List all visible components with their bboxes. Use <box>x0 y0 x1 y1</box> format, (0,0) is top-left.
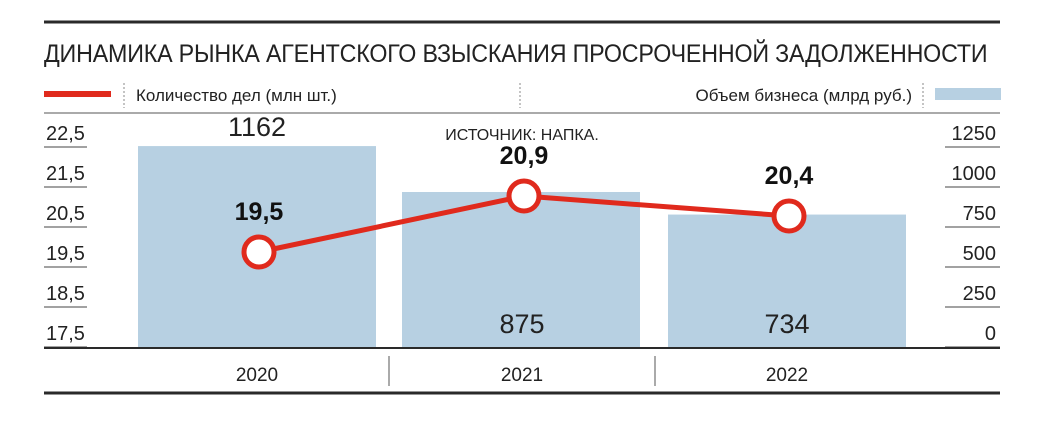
left-tick-label: 19,5 <box>46 243 85 265</box>
x-tick-label: 2022 <box>766 365 808 386</box>
right-tick-label: 500 <box>963 243 996 265</box>
left-tick-label: 21,5 <box>46 163 85 185</box>
legend-bar-label: Объем бизнеса (млрд руб.) <box>696 86 912 105</box>
x-tick-label: 2021 <box>501 365 543 386</box>
bar-value-label: 875 <box>499 309 544 339</box>
left-tick-label: 22,5 <box>46 123 85 145</box>
right-tick-label: 1250 <box>952 123 997 145</box>
right-tick-label: 1000 <box>952 163 997 185</box>
line-point-2022 <box>771 198 807 234</box>
chart-title: ДИНАМИКА РЫНКА АГЕНТСКОГО ВЗЫСКАНИЯ ПРОС… <box>44 40 988 68</box>
x-tick-label: 2020 <box>236 365 278 386</box>
line-point-2020 <box>241 234 277 270</box>
line-point-2021 <box>506 178 542 214</box>
line-value-label: 19,5 <box>235 198 284 226</box>
right-tick-label: 0 <box>985 323 996 345</box>
left-tick-label: 20,5 <box>46 203 85 225</box>
source-note: ИСТОЧНИК: НАПКА. <box>445 127 599 144</box>
line-value-label: 20,4 <box>765 162 814 190</box>
bar-value-label: 1162 <box>228 112 286 142</box>
line-value-label: 20,9 <box>500 142 549 170</box>
legend-line-label: Количество дел (млн шт.) <box>136 86 337 105</box>
legend-bar-swatch <box>935 88 1001 100</box>
bar-value-label: 734 <box>764 309 809 339</box>
left-tick-label: 17,5 <box>46 323 85 345</box>
bar-2021 <box>402 192 640 348</box>
right-tick-label: 750 <box>963 203 996 225</box>
left-tick-label: 18,5 <box>46 283 85 305</box>
bar-2022 <box>668 214 906 348</box>
right-tick-label: 250 <box>963 283 996 305</box>
